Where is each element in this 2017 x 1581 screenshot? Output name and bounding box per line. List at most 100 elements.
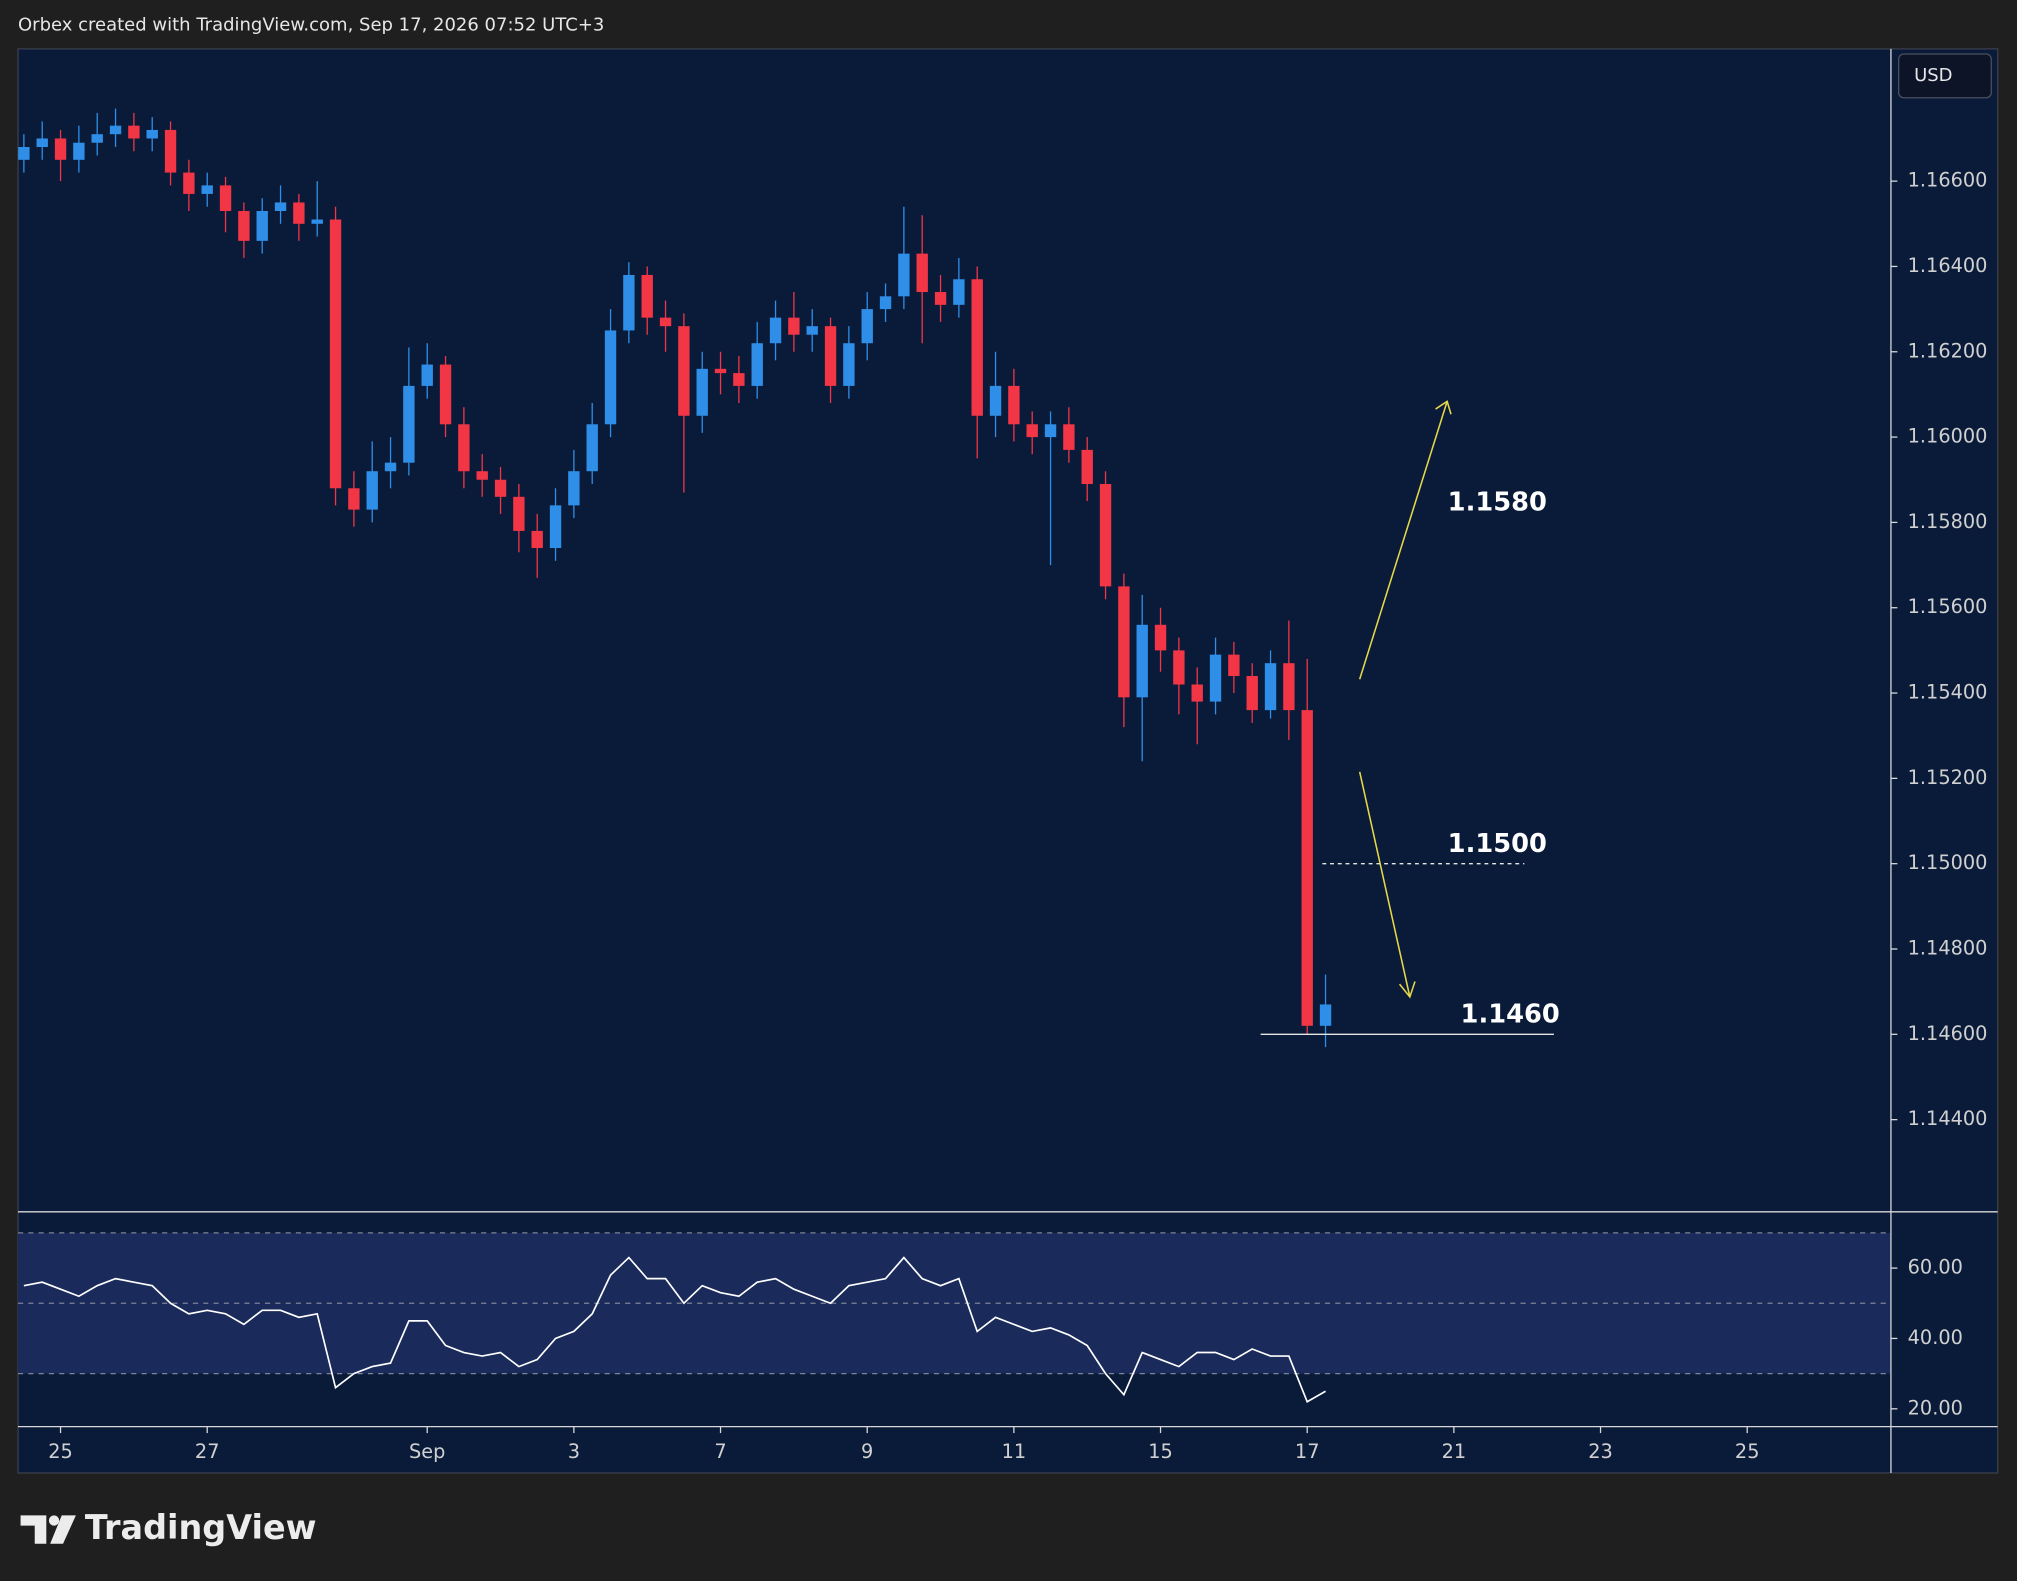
- y-tick-label: 1.15600: [1908, 595, 1988, 618]
- x-tick-label: 17: [1295, 1440, 1320, 1463]
- candle-body: [1228, 654, 1240, 676]
- x-tick-label: 25: [48, 1440, 73, 1463]
- y-tick-label: 1.14800: [1908, 937, 1988, 960]
- candle-body: [879, 296, 892, 310]
- candle-body: [1301, 710, 1313, 1026]
- candle-body: [348, 488, 360, 510]
- candle-body: [788, 317, 800, 335]
- candle-body: [1173, 650, 1185, 685]
- candle-body: [843, 343, 855, 386]
- x-tick-label: 27: [195, 1440, 220, 1463]
- candle-body: [366, 471, 378, 510]
- candle-body: [989, 385, 1002, 416]
- arrows: [1358, 400, 1452, 999]
- candle-body: [164, 129, 177, 173]
- y-tick-label: 1.15800: [1908, 510, 1988, 533]
- arrow-down: [1358, 771, 1411, 998]
- x-tick-label: 15: [1148, 1440, 1173, 1463]
- candle-body: [714, 368, 727, 374]
- logo-dot: [48, 1515, 60, 1526]
- candle-body: [73, 142, 85, 160]
- candle-body: [1099, 484, 1112, 587]
- candle-body: [604, 330, 617, 425]
- candle-body: [861, 309, 873, 344]
- candle-body: [1154, 624, 1167, 651]
- y-tick-label: 1.14400: [1908, 1107, 1988, 1130]
- candle-body: [953, 279, 965, 305]
- x-tick-label: 9: [861, 1440, 873, 1463]
- annotation: 1.1580: [1448, 488, 1547, 518]
- candle-body: [476, 471, 488, 480]
- candle-body: [421, 364, 433, 386]
- annotation: 1.1500: [1448, 829, 1547, 859]
- x-tick-label: 25: [1735, 1440, 1760, 1463]
- candle-body: [1191, 684, 1203, 702]
- candle-body: [751, 343, 763, 386]
- candle-body: [623, 274, 635, 331]
- candle-body: [934, 292, 947, 305]
- candle-body: [1136, 624, 1148, 698]
- candle-body: [1264, 663, 1277, 711]
- candle-body: [513, 496, 525, 531]
- candle-body: [916, 253, 928, 293]
- candle-body: [54, 138, 67, 160]
- candle-body: [696, 368, 708, 416]
- candle-body: [733, 373, 745, 386]
- candle-body: [659, 317, 672, 327]
- y-tick-label: 1.16200: [1908, 339, 1988, 362]
- candle-body: [238, 210, 250, 241]
- currency: USD: [1914, 65, 1952, 86]
- brand: TradingView: [85, 1508, 317, 1547]
- candle-body: [1209, 654, 1222, 702]
- y-tick-label: 1.16600: [1908, 169, 1988, 192]
- logo-mark: [20, 1515, 47, 1544]
- candle-body: [311, 219, 323, 224]
- candle-body: [549, 505, 562, 549]
- candle-body: [568, 471, 580, 506]
- arrow-up: [1358, 401, 1448, 680]
- candle-body: [1081, 449, 1093, 485]
- candle-body: [898, 253, 910, 297]
- x-tick-label: 21: [1442, 1440, 1467, 1463]
- candle-body: [1026, 424, 1038, 438]
- header: Orbex created with TradingView.com, Sep …: [18, 15, 604, 36]
- candle-body: [971, 279, 983, 416]
- y-tick-label: 20.00: [1908, 1396, 1963, 1419]
- candle-body: [439, 364, 452, 425]
- candle-body: [91, 134, 103, 143]
- x-tick-label: 23: [1588, 1440, 1613, 1463]
- candle-body: [293, 202, 305, 224]
- y-tick-label: 1.14600: [1908, 1022, 1988, 1045]
- x-tick-label: 7: [714, 1440, 726, 1463]
- candle-body: [824, 326, 837, 386]
- currency-box[interactable]: [1898, 53, 1992, 99]
- rsi-line: [23, 1256, 1326, 1403]
- arrow-up-head: [1435, 400, 1452, 415]
- candle-body: [769, 317, 782, 344]
- candle-body: [36, 138, 48, 148]
- candle-body: [109, 125, 122, 135]
- candle-body: [146, 129, 158, 139]
- y-tick-label: 40.00: [1908, 1326, 1963, 1349]
- y-tick-label: 1.15000: [1908, 851, 1988, 874]
- candle-body: [586, 424, 598, 472]
- y-tick-label: 1.15400: [1908, 681, 1988, 704]
- y-tick-label: 1.16000: [1908, 425, 1988, 448]
- candle-body: [806, 326, 818, 335]
- candle-body: [641, 274, 653, 318]
- candle-body: [274, 202, 287, 211]
- candle-body: [1118, 586, 1130, 698]
- candle-body: [384, 462, 397, 472]
- candle-body: [1063, 424, 1075, 450]
- x-tick-label: 3: [568, 1440, 580, 1463]
- x-tick-label: Sep: [409, 1440, 445, 1463]
- logo-mark: [50, 1515, 76, 1544]
- arrow-down-head: [1398, 981, 1416, 999]
- y-tick-label: 60.00: [1908, 1256, 1963, 1279]
- candle-body: [494, 479, 507, 497]
- candle-body: [128, 125, 140, 139]
- x-tick-label: 11: [1002, 1440, 1027, 1463]
- candle-body: [1283, 663, 1295, 711]
